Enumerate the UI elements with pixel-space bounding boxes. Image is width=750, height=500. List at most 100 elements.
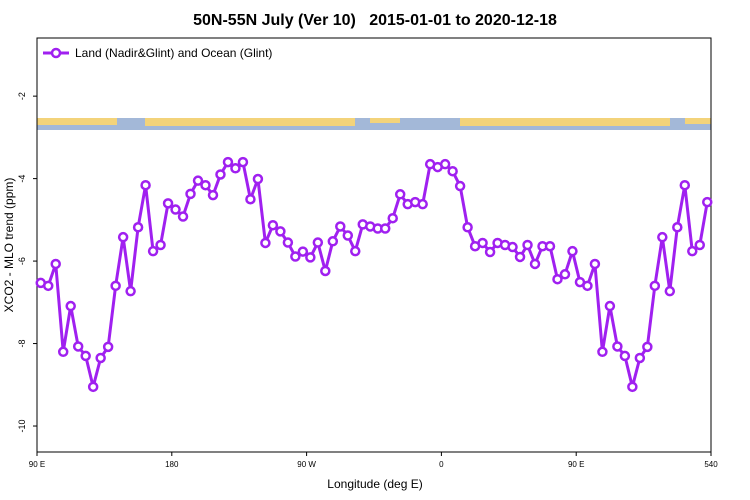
data-point	[379, 223, 391, 234]
chart-title: 50N-55N July (Ver 10) 2015-01-01 to 2020…	[193, 12, 557, 29]
x-axis-label: Longitude (deg E)	[327, 477, 422, 491]
legend-label: Land (Nadir&Glint) and Ocean (Glint)	[75, 46, 272, 60]
data-point	[170, 204, 181, 215]
data-point	[110, 280, 121, 292]
data-point	[237, 156, 249, 168]
land-strip	[460, 118, 670, 126]
data-point	[335, 221, 346, 232]
y-axis-label: XCO2 - MLO trend (ppm)	[2, 178, 16, 313]
legend-marker	[50, 47, 62, 59]
data-point	[140, 179, 151, 191]
data-point	[350, 245, 361, 257]
plot-frame	[36, 37, 712, 453]
data-point	[529, 258, 541, 270]
data-point	[612, 341, 623, 352]
data-point	[215, 169, 226, 180]
data-point	[290, 251, 301, 262]
data-point	[687, 245, 698, 257]
data-point	[162, 198, 174, 209]
y-tick-label: -6	[17, 257, 27, 265]
data-point	[657, 231, 668, 243]
data-point	[117, 231, 129, 243]
data-point	[155, 239, 166, 251]
data-point	[484, 246, 496, 258]
data-point	[619, 350, 631, 362]
data-point	[672, 222, 683, 233]
data-point	[125, 285, 136, 297]
data-point	[477, 237, 488, 249]
data-point	[305, 252, 316, 263]
data-point	[50, 258, 61, 270]
data-point	[327, 236, 339, 247]
x-tick-label: 90 E	[568, 460, 584, 469]
y-tick-label: -4	[17, 175, 27, 183]
map-strip	[37, 118, 711, 130]
data-point	[312, 237, 324, 248]
data-point	[634, 352, 646, 364]
data-point	[57, 346, 69, 358]
data-point	[627, 381, 638, 393]
data-point	[275, 226, 286, 237]
data-point	[102, 341, 114, 353]
data-point	[649, 280, 661, 292]
data-point	[702, 196, 713, 208]
data-point	[87, 381, 99, 393]
data-point	[514, 251, 526, 263]
data-point	[597, 346, 608, 358]
x-tick-label: 90 W	[297, 460, 316, 469]
data-point	[260, 237, 271, 249]
x-tick-label: 90 E	[29, 460, 45, 469]
data-point	[177, 211, 189, 222]
data-point	[320, 265, 331, 277]
data-point	[417, 198, 428, 210]
data-point	[222, 156, 234, 168]
data-point	[694, 239, 706, 251]
data-point	[462, 222, 473, 233]
data-point	[252, 173, 264, 185]
data-point	[394, 189, 406, 200]
data-point	[454, 180, 466, 192]
data-point	[679, 179, 691, 191]
data-point	[95, 352, 106, 364]
data-point	[267, 219, 279, 231]
data-point	[604, 300, 616, 312]
data-point	[147, 245, 159, 257]
x-tick-label: 180	[165, 460, 179, 469]
y-tick-label: -2	[17, 92, 27, 100]
data-point	[207, 189, 219, 201]
data-point	[642, 341, 653, 353]
data-point	[582, 280, 593, 292]
data-point	[282, 237, 294, 248]
data-point	[507, 241, 518, 253]
data-point	[185, 188, 196, 200]
y-tick-label: -10	[17, 420, 27, 433]
data-point	[439, 158, 451, 170]
data-point	[132, 222, 144, 233]
land-strip	[145, 118, 355, 126]
land-strip	[370, 118, 400, 123]
land-strip	[37, 118, 117, 125]
data-point	[387, 212, 398, 224]
x-tick-label: 540	[704, 460, 718, 469]
data-point	[297, 246, 309, 257]
data-point	[65, 300, 76, 312]
y-tick-label: -8	[17, 340, 27, 348]
data-point	[559, 269, 571, 280]
data-point	[567, 245, 578, 257]
data-point	[522, 239, 533, 251]
data-point	[245, 193, 256, 205]
data-point	[200, 179, 211, 191]
data-point	[589, 258, 601, 270]
data-point	[342, 230, 354, 241]
data-point	[447, 165, 458, 177]
data-point	[664, 285, 676, 297]
x-tick-label: 0	[439, 460, 444, 469]
data-point	[192, 175, 204, 186]
data-point	[72, 341, 84, 352]
data-point	[552, 273, 563, 285]
data-point	[544, 240, 556, 252]
land-strip	[685, 118, 711, 124]
data-point	[42, 280, 54, 292]
